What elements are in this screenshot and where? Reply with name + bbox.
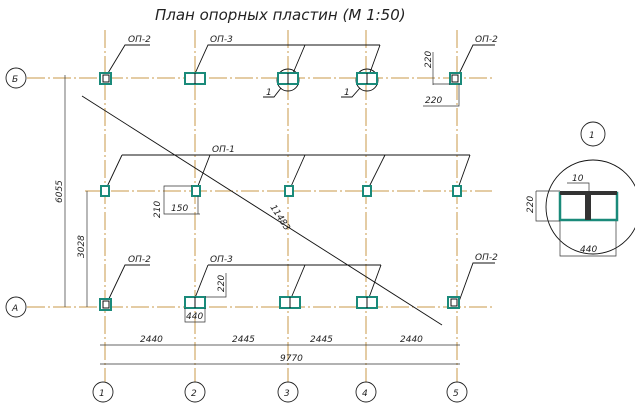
dim-3028: 3028 — [77, 235, 87, 258]
mark-op2-bottom-left: ОП-2 — [128, 255, 151, 265]
axis-bubble-4: 4 — [355, 381, 377, 403]
svg-text:Б: Б — [12, 75, 18, 85]
plate-op3 — [356, 72, 378, 85]
plate-op3 — [184, 296, 206, 309]
detail-dim-220: 220 — [526, 196, 536, 213]
mark-op2-top-right: ОП-2 — [475, 35, 498, 45]
plate-op1 — [191, 185, 201, 197]
row-axis-labels: Б А — [5, 67, 27, 318]
axis-bubble-B: Б — [5, 67, 27, 89]
column-axis-labels: 1 2 3 4 5 — [92, 381, 468, 403]
plate-op3 — [356, 296, 378, 309]
dim-150: 150 — [171, 204, 188, 214]
dim-220-h: 220 — [425, 96, 442, 106]
svg-text:3: 3 — [284, 389, 290, 399]
mark-op2-bottom-right: ОП-2 — [475, 253, 498, 263]
dim-span-1-2: 2440 — [140, 335, 163, 345]
mark-op3-bottom: ОП-3 — [210, 255, 233, 265]
detail-dim-440: 440 — [580, 245, 597, 255]
dim-220-v: 220 — [424, 51, 434, 68]
dim-210: 210 — [153, 201, 163, 218]
axis-bubble-1: 1 — [92, 381, 114, 403]
dim-440: 440 — [186, 312, 203, 322]
plate-op1 — [362, 185, 372, 197]
detail-view-1: 1 220 440 10 — [526, 121, 635, 257]
plate-op1 — [452, 185, 462, 197]
plate-op3 — [184, 72, 206, 85]
svg-text:5: 5 — [453, 389, 459, 399]
detail-dim-10: 10 — [572, 174, 584, 184]
dimensions: 6055 3028 2440 2445 2445 2440 9770 11483… — [55, 51, 460, 365]
plates — [99, 72, 462, 311]
dim-span-4-5: 2440 — [400, 335, 423, 345]
dim-total: 9770 — [280, 354, 303, 364]
dim-6055: 6055 — [55, 180, 65, 203]
svg-text:А: А — [11, 304, 18, 314]
mark-op1: ОП-1 — [212, 145, 235, 155]
plate-op2 — [447, 296, 460, 309]
svg-text:2: 2 — [191, 389, 197, 399]
plate-op1 — [100, 185, 110, 197]
detail-label: 1 — [589, 131, 595, 141]
svg-text:1: 1 — [99, 389, 105, 399]
plate-op2 — [449, 72, 462, 85]
plate-op1 — [284, 185, 294, 197]
plate-op2 — [99, 298, 112, 311]
dim-220-bottom: 220 — [217, 275, 227, 292]
grid-axes — [27, 30, 492, 382]
plate-op2 — [99, 72, 112, 85]
dim-span-3-4: 2445 — [310, 335, 333, 345]
axis-bubble-A: А — [5, 296, 27, 318]
drawing-title: План опорных пластин (М 1:50) — [155, 6, 406, 24]
plate-op3 — [277, 72, 299, 85]
svg-text:1: 1 — [344, 88, 350, 98]
svg-text:1: 1 — [266, 88, 272, 98]
dim-span-2-3: 2445 — [232, 335, 255, 345]
plate-op3 — [279, 296, 301, 309]
mark-op2-top-left: ОП-2 — [128, 35, 151, 45]
mark-op3-top: ОП-3 — [210, 35, 233, 45]
leaders: ОП-2 ОП-3 ОП-2 ОП-1 ОП-2 ОП-3 ОП-2 — [104, 35, 498, 308]
axis-bubble-3: 3 — [277, 381, 299, 403]
axis-bubble-5: 5 — [446, 381, 468, 403]
svg-text:4: 4 — [362, 389, 368, 399]
axis-bubble-2: 2 — [184, 381, 206, 403]
